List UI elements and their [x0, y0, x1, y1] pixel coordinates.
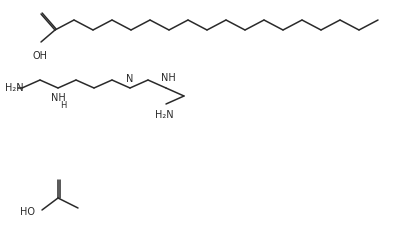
- Text: H: H: [60, 101, 66, 110]
- Text: H₂N: H₂N: [155, 110, 173, 120]
- Text: NH: NH: [51, 93, 66, 103]
- Text: NH: NH: [161, 73, 176, 83]
- Text: HO: HO: [20, 207, 35, 217]
- Text: N: N: [126, 74, 134, 84]
- Text: H₂N: H₂N: [5, 83, 24, 93]
- Text: OH: OH: [32, 51, 47, 61]
